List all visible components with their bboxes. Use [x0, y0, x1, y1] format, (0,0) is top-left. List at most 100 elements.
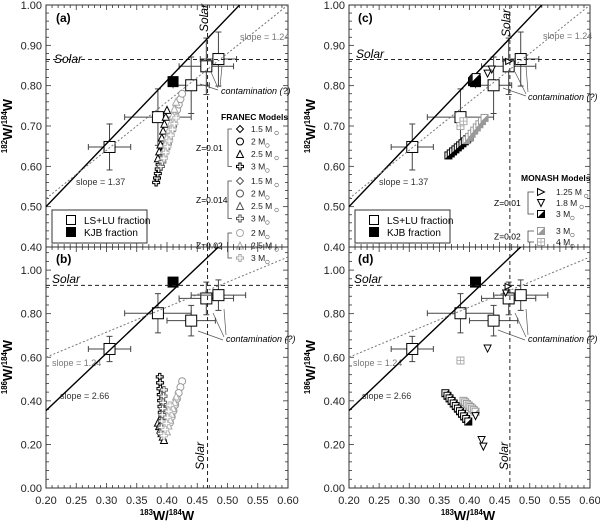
franec-legend-item: 2.5 M	[251, 241, 272, 251]
monash-legend-item: 1.8 M	[556, 198, 577, 208]
axes-d: 0.000.200.400.600.801.000.20 0.25 0.30 0.35…	[324, 246, 600, 507]
solar-label: Solar	[354, 272, 383, 286]
z-label: Z=0.01	[494, 198, 521, 208]
y-tick-label: 0.90	[21, 40, 42, 52]
monash-model-tracks	[444, 57, 513, 160]
axis-title: 186W/184W	[303, 339, 318, 394]
x-tick-label: 0.45	[187, 495, 208, 507]
y-tick-label: 0.70	[21, 121, 42, 133]
slope-label: slope = 1.24	[353, 358, 402, 368]
y-tick-label: 0.80	[21, 309, 42, 321]
fit-lines	[349, 5, 590, 208]
x-tick-label: 0.50	[519, 495, 540, 507]
franec-legend-item: 3 M	[251, 214, 265, 224]
y-tick-label: 0.20	[324, 439, 345, 451]
reference-lines	[46, 5, 288, 247]
x-tick-label: 0.45	[489, 495, 510, 507]
monash-legend-item: 1.25 M	[556, 187, 582, 197]
slope-label: slope = 1.24	[52, 358, 101, 368]
contamination-label: contamination (?)	[528, 334, 598, 344]
y-tick-label: 0.40	[21, 242, 42, 254]
monash-legend-item: 3 M	[556, 209, 570, 219]
monash-model-tracks	[441, 282, 513, 452]
monash-legend-item: 4 M	[556, 237, 570, 247]
x-tick-label: 0.35	[429, 495, 450, 507]
z-label: Z=0.02	[196, 241, 223, 251]
franec-legend-item: 2.5 M	[251, 201, 272, 211]
y-tick-label: 0.90	[324, 40, 345, 52]
y-tick-label: 0.60	[21, 352, 42, 364]
franec-legend-item: 3 M	[251, 162, 265, 172]
y-tick-label: 0.40	[21, 396, 42, 408]
y-tick-label: 0.00	[21, 483, 42, 495]
y-tick-label: 0.50	[21, 202, 42, 214]
franec-legend-item: 2 M	[251, 137, 265, 147]
y-tick-label: 0.20	[21, 439, 42, 451]
x-tick-label: 0.20	[338, 495, 359, 507]
x-tick-label: 0.40	[156, 495, 177, 507]
slope-label: slope = 1.37	[76, 177, 125, 187]
x-tick-label: 0.55	[549, 495, 570, 507]
solar-label: Solar	[52, 272, 81, 286]
franec-legend-item: 1.5 M	[251, 176, 272, 186]
franec-model-tracks	[152, 89, 187, 187]
y-tick-label: 1.00	[324, 0, 345, 12]
legend-lslu: LS+LU fraction	[84, 216, 150, 227]
z-label: Z=0.02	[494, 232, 521, 242]
x-tick-label: 0.40	[459, 495, 480, 507]
y-tick-label: 0.50	[324, 202, 345, 214]
legend-kjb: KJB fraction	[84, 228, 138, 239]
solar-label-vertical: Solar	[499, 8, 513, 37]
z-label: Z=0.014	[196, 195, 228, 205]
slope-label: slope = 2.66	[362, 391, 411, 401]
y-tick-label: 1.00	[324, 265, 345, 277]
x-tick-label: 0.30	[399, 495, 420, 507]
slope-label: slope = 1.24	[543, 31, 592, 41]
x-tick-label: 0.25	[368, 495, 389, 507]
y-tick-label: 0.80	[21, 81, 42, 93]
panel-label-a: (a)	[56, 11, 71, 25]
solar-label-vertical: Solar	[193, 441, 207, 470]
franec-legend-item: 1.5 M	[251, 124, 272, 134]
axis-title: 183W/184W	[441, 508, 496, 523]
y-tick-label: 0.00	[324, 483, 345, 495]
panel-label-c: (c)	[358, 11, 373, 25]
x-tick-label: 0.50	[217, 495, 238, 507]
x-tick-label: 0.55	[247, 495, 268, 507]
axes-a: 0.400.500.600.700.800.901.00(a)SolarSola…	[21, 0, 291, 265]
axis-title: 183W/184W	[140, 508, 195, 523]
franec-legend-item: 2 M	[251, 189, 265, 199]
x-tick-label: 0.30	[96, 495, 117, 507]
franec-model-tracks	[153, 372, 187, 445]
z-label: Z=0.01	[196, 143, 223, 153]
y-tick-label: 0.60	[21, 161, 42, 173]
panel-label-b: (b)	[56, 252, 71, 266]
slope-label: slope = 1.24	[240, 32, 289, 42]
slope-label: slope = 2.66	[60, 391, 109, 401]
y-tick-label: 0.80	[324, 81, 345, 93]
y-tick-label: 0.60	[324, 161, 345, 173]
solar-label-vertical: Solar	[497, 441, 511, 470]
y-tick-label: 1.00	[21, 0, 42, 12]
reference-lines	[349, 247, 590, 488]
contamination-label: contamination (?)	[221, 86, 291, 96]
franec-legend-item: 2.5 M	[251, 149, 272, 159]
axis-title: 182W/184W	[0, 98, 15, 153]
reference-lines	[46, 247, 288, 488]
solar-label-vertical: Solar	[197, 3, 211, 32]
contamination-label: contamination (?)	[528, 92, 598, 102]
legend-lslu: LS+LU fraction	[387, 216, 453, 227]
y-tick-label: 0.40	[324, 396, 345, 408]
axis-title: 182W/184W	[303, 98, 318, 153]
y-tick-label: 0.80	[324, 309, 345, 321]
solar-label: Solar	[356, 47, 385, 61]
fit-lines	[349, 247, 590, 412]
legend-kjb: KJB fraction	[387, 228, 441, 239]
x-tick-label: 0.20	[35, 495, 56, 507]
y-tick-label: 0.60	[324, 352, 345, 364]
x-tick-label: 0.60	[579, 495, 600, 507]
axis-title: 186W/184W	[0, 339, 15, 394]
y-tick-label: 0.40	[324, 242, 345, 254]
fit-lines	[46, 5, 288, 208]
